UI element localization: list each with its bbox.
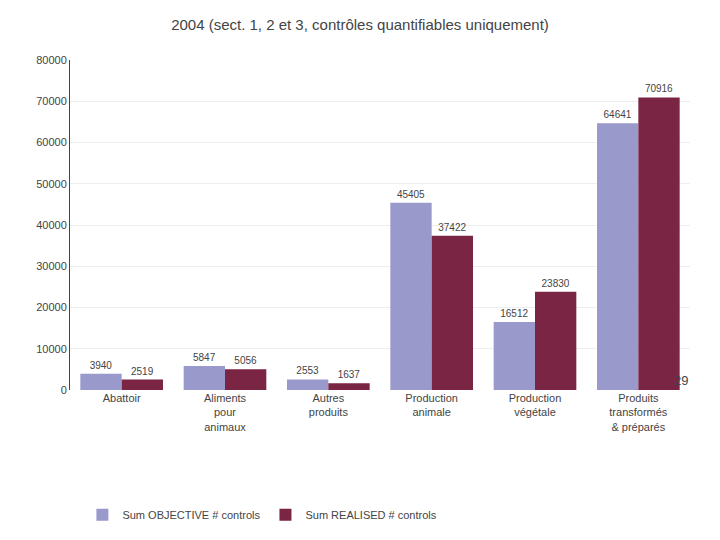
svg-text:70000: 70000 xyxy=(36,95,67,107)
svg-text:16512: 16512 xyxy=(500,308,528,319)
svg-text:40000: 40000 xyxy=(36,219,67,231)
svg-text:10000: 10000 xyxy=(36,343,67,355)
svg-text:80000: 80000 xyxy=(36,54,67,66)
svg-text:1637: 1637 xyxy=(338,369,361,380)
svg-text:Productionvégétale: Productionvégétale xyxy=(509,392,562,418)
svg-text:Abattoir: Abattoir xyxy=(103,392,141,404)
svg-text:23830: 23830 xyxy=(542,278,570,289)
svg-text:Productionanimale: Productionanimale xyxy=(405,392,458,418)
svg-text:37422: 37422 xyxy=(438,222,466,233)
svg-text:Sum REALISED # controls: Sum REALISED # controls xyxy=(305,509,436,521)
svg-text:3940: 3940 xyxy=(90,360,113,371)
svg-text:64641: 64641 xyxy=(604,109,632,120)
svg-text:60000: 60000 xyxy=(36,136,67,148)
svg-text:2004 (sect. 1, 2 et 3, contrôl: 2004 (sect. 1, 2 et 3, contrôles quantif… xyxy=(171,16,549,33)
svg-text:2553: 2553 xyxy=(296,365,319,376)
svg-text:0: 0 xyxy=(61,384,67,396)
svg-text:5056: 5056 xyxy=(234,355,257,366)
svg-text:29: 29 xyxy=(674,373,688,388)
svg-text:70916: 70916 xyxy=(645,83,673,94)
svg-text:5847: 5847 xyxy=(193,352,216,363)
svg-text:30000: 30000 xyxy=(36,260,67,272)
svg-text:Sum OBJECTIVE # controls: Sum OBJECTIVE # controls xyxy=(122,509,260,521)
svg-text:Produitstransformés& préparés: Produitstransformés& préparés xyxy=(609,392,668,433)
svg-text:45405: 45405 xyxy=(397,189,425,200)
svg-text:20000: 20000 xyxy=(36,301,67,313)
svg-text:Alimentspouranimaux: Alimentspouranimaux xyxy=(204,392,247,433)
svg-text:2519: 2519 xyxy=(131,366,154,377)
svg-text:Autresproduits: Autresproduits xyxy=(309,392,349,418)
svg-text:50000: 50000 xyxy=(36,178,67,190)
